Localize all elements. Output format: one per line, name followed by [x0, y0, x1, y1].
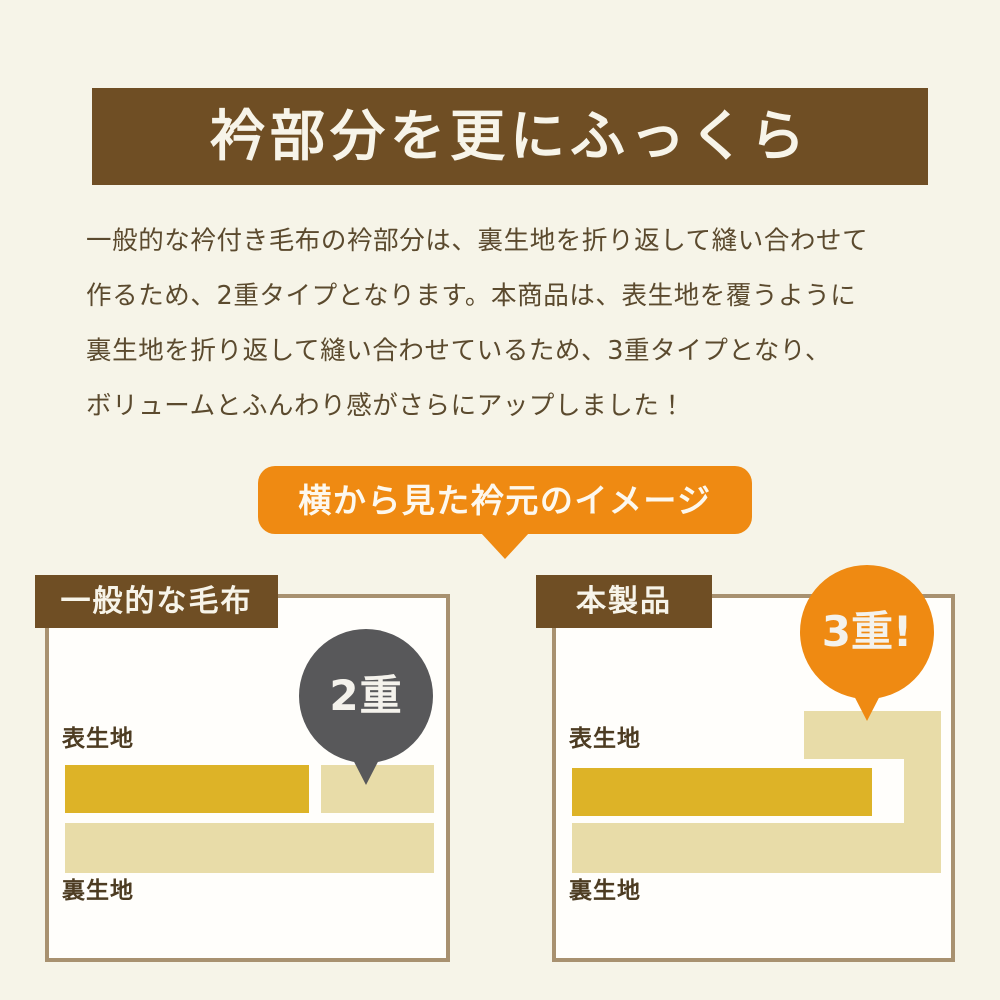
back-fabric-bar-product — [572, 823, 941, 873]
back-fabric-label-product: 裏生地 — [569, 878, 641, 904]
description-line-2: 作るため、2重タイプとなります。本商品は、表生地を覆うように — [86, 281, 857, 311]
callout-pointer-icon — [481, 533, 529, 559]
panel-tab-label-product: 本製品 — [576, 583, 672, 619]
badge-double-layer-label: 2重 — [329, 671, 403, 720]
description-line-4: ボリュームとふんわり感がさらにアップしました！ — [86, 391, 686, 421]
face-fabric-label-generic: 表生地 — [62, 726, 134, 752]
section-callout-label: 横から見た衿元のイメージ — [298, 480, 712, 520]
back-fabric-bar-generic — [65, 823, 434, 873]
page-title: 衿部分を更にふっくら — [209, 104, 810, 168]
badge-triple-layer-label: 3重! — [821, 607, 913, 656]
fold-gap-product — [872, 759, 904, 823]
section-callout-banner: 横から見た衿元のイメージ — [258, 466, 752, 534]
description-line-1: 一般的な衿付き毛布の衿部分は、裏生地を折り返して縫い合わせて — [86, 226, 869, 256]
face-fabric-bar-product — [572, 768, 872, 816]
fold-gap-generic — [65, 813, 393, 823]
badge-double-layer: 2重 — [299, 629, 433, 763]
face-fabric-label-product: 表生地 — [569, 726, 641, 752]
description-line-3: 裏生地を折り返して縫い合わせているため、3重タイプとなり、 — [86, 336, 832, 366]
badge-triple-layer: 3重! — [800, 565, 934, 699]
header-banner: 衿部分を更にふっくら — [92, 88, 928, 185]
panel-tab-label-generic: 一般的な毛布 — [60, 583, 253, 619]
description-paragraph: 一般的な衿付き毛布の衿部分は、裏生地を折り返して縫い合わせて 作るため、2重タイ… — [86, 214, 946, 434]
face-fabric-bar-generic — [65, 765, 309, 813]
back-fabric-label-generic: 裏生地 — [62, 878, 134, 904]
panel-tab-this-product: 本製品 — [536, 575, 712, 628]
panel-tab-generic-blanket: 一般的な毛布 — [35, 575, 278, 628]
